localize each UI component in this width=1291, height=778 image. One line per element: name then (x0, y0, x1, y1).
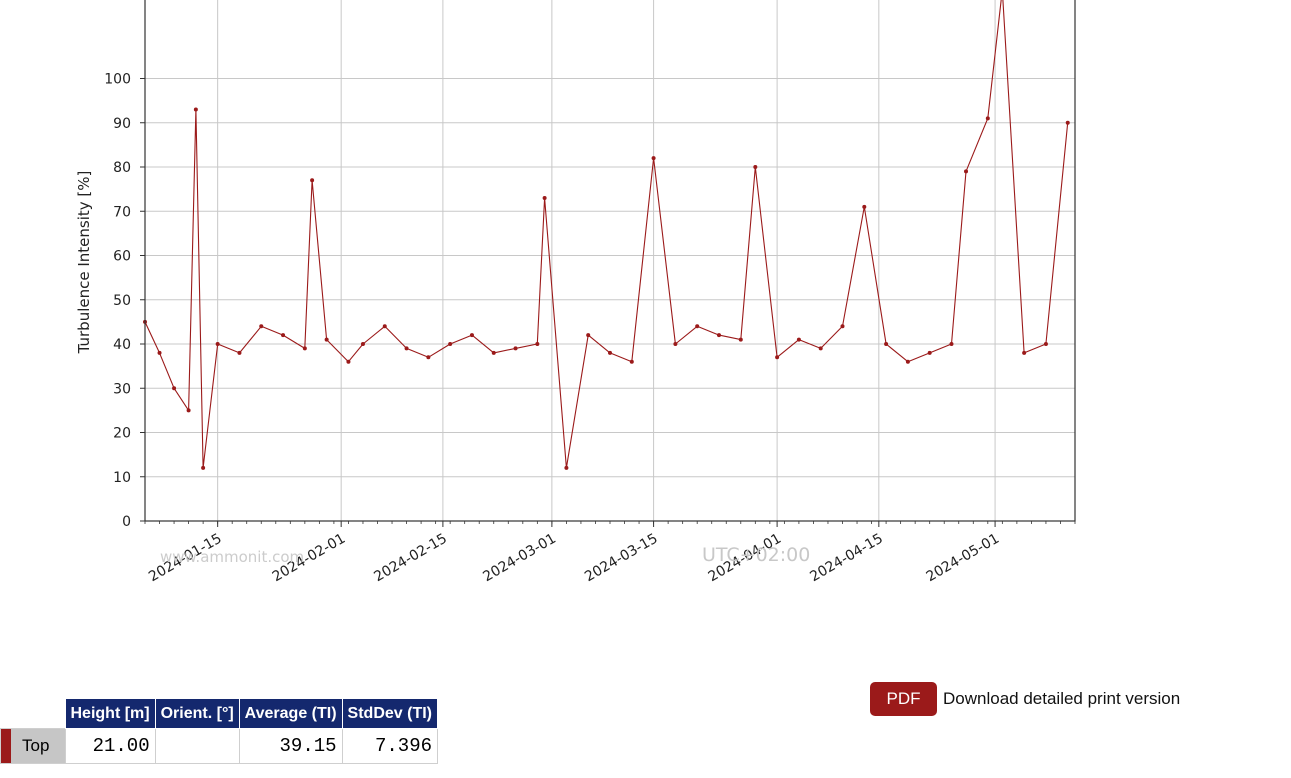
data-point (259, 324, 264, 329)
data-point (346, 359, 351, 364)
data-point (172, 386, 177, 391)
data-point (796, 337, 801, 342)
series-group (143, 0, 1070, 470)
data-point (629, 359, 634, 364)
data-point (949, 342, 954, 346)
row-label-cell: Top (0, 728, 66, 764)
x-tick-label: 2024-03-15 (582, 531, 660, 586)
data-point (586, 333, 591, 338)
header-height: Height [m] (64, 698, 156, 729)
x-tick-label: 2024-02-15 (371, 531, 449, 586)
y-axis-ticks: 0 10 20 30 40 50 60 70 80 90 100 (104, 72, 145, 530)
data-point (1065, 120, 1070, 125)
data-point (186, 408, 191, 413)
data-point (215, 342, 220, 346)
row-label: Top (22, 736, 50, 755)
header-orient: Orient. [°] (154, 698, 240, 729)
data-point (448, 342, 453, 346)
y-tick-label: 80 (113, 160, 131, 176)
x-tick-label: 2024-03-01 (480, 531, 558, 586)
y-tick-label: 20 (113, 426, 131, 442)
y-tick-label: 0 (122, 514, 131, 530)
data-point (324, 337, 329, 342)
y-tick-label: 60 (113, 249, 131, 265)
data-point (382, 324, 387, 329)
data-point (695, 324, 700, 329)
y-tick-label: 70 (113, 204, 131, 220)
cell-stddev: 7.396 (341, 728, 439, 764)
data-point (753, 165, 758, 169)
watermark-text: www.ammonit.com (160, 548, 304, 566)
data-point (513, 346, 518, 351)
data-point (985, 116, 990, 121)
data-point (964, 169, 969, 174)
data-point (404, 346, 409, 351)
data-point (426, 355, 431, 360)
data-point (535, 342, 540, 346)
timezone-annotation: UTC+02:00 (702, 544, 810, 566)
data-point (716, 333, 721, 338)
grid-lines (145, 0, 1075, 522)
y-tick-label: 10 (113, 470, 131, 486)
data-point (193, 107, 198, 112)
data-point (862, 204, 867, 209)
data-point (818, 346, 823, 351)
stats-table: Height [m] Orient. [°] Average (TI) StdD… (0, 698, 439, 764)
header-average: Average (TI) (238, 698, 343, 729)
corner-cell (0, 698, 65, 729)
data-point (310, 178, 315, 183)
y-tick-label: 100 (104, 72, 131, 88)
data-point (840, 324, 845, 329)
data-point (157, 350, 162, 355)
data-point (542, 195, 547, 200)
y-tick-label: 30 (113, 381, 131, 397)
cell-average: 39.15 (238, 728, 343, 764)
pdf-download-area: PDF Download detailed print version (870, 682, 1180, 716)
y-tick-label: 40 (113, 337, 131, 353)
data-point (1043, 342, 1048, 346)
data-point (927, 350, 932, 355)
series-points (143, 107, 1070, 470)
pdf-button[interactable]: PDF (870, 682, 937, 716)
row-color-marker (1, 729, 11, 763)
data-point (491, 350, 496, 355)
y-tick-label: 50 (113, 293, 131, 309)
cell-orient (154, 728, 240, 764)
data-point (302, 346, 307, 351)
data-point (1022, 350, 1027, 355)
data-point (360, 342, 365, 346)
data-point (775, 355, 780, 360)
y-axis-label: Turbulence Intensity [%] (75, 171, 93, 355)
cell-height: 21.00 (64, 728, 156, 764)
x-tick-label: 2024-05-01 (924, 531, 1002, 586)
data-point (608, 350, 612, 355)
data-point (281, 333, 286, 338)
header-stddev: StdDev (TI) (341, 698, 439, 729)
data-point (738, 337, 743, 342)
y-tick-label: 90 (113, 116, 131, 132)
data-point (201, 465, 206, 470)
data-point (673, 342, 678, 346)
stats-header-row: Height [m] Orient. [°] Average (TI) StdD… (0, 698, 439, 729)
pdf-download-link[interactable]: Download detailed print version (943, 689, 1181, 708)
data-point (651, 156, 656, 161)
data-point (884, 342, 889, 346)
series-line (144, 0, 1069, 469)
data-point (564, 465, 569, 470)
data-point (905, 359, 910, 364)
x-tick-label: 2024-04-15 (807, 531, 885, 586)
data-point (469, 333, 474, 338)
data-point (237, 350, 242, 355)
table-row: Top 21.00 39.15 7.396 (0, 728, 439, 764)
